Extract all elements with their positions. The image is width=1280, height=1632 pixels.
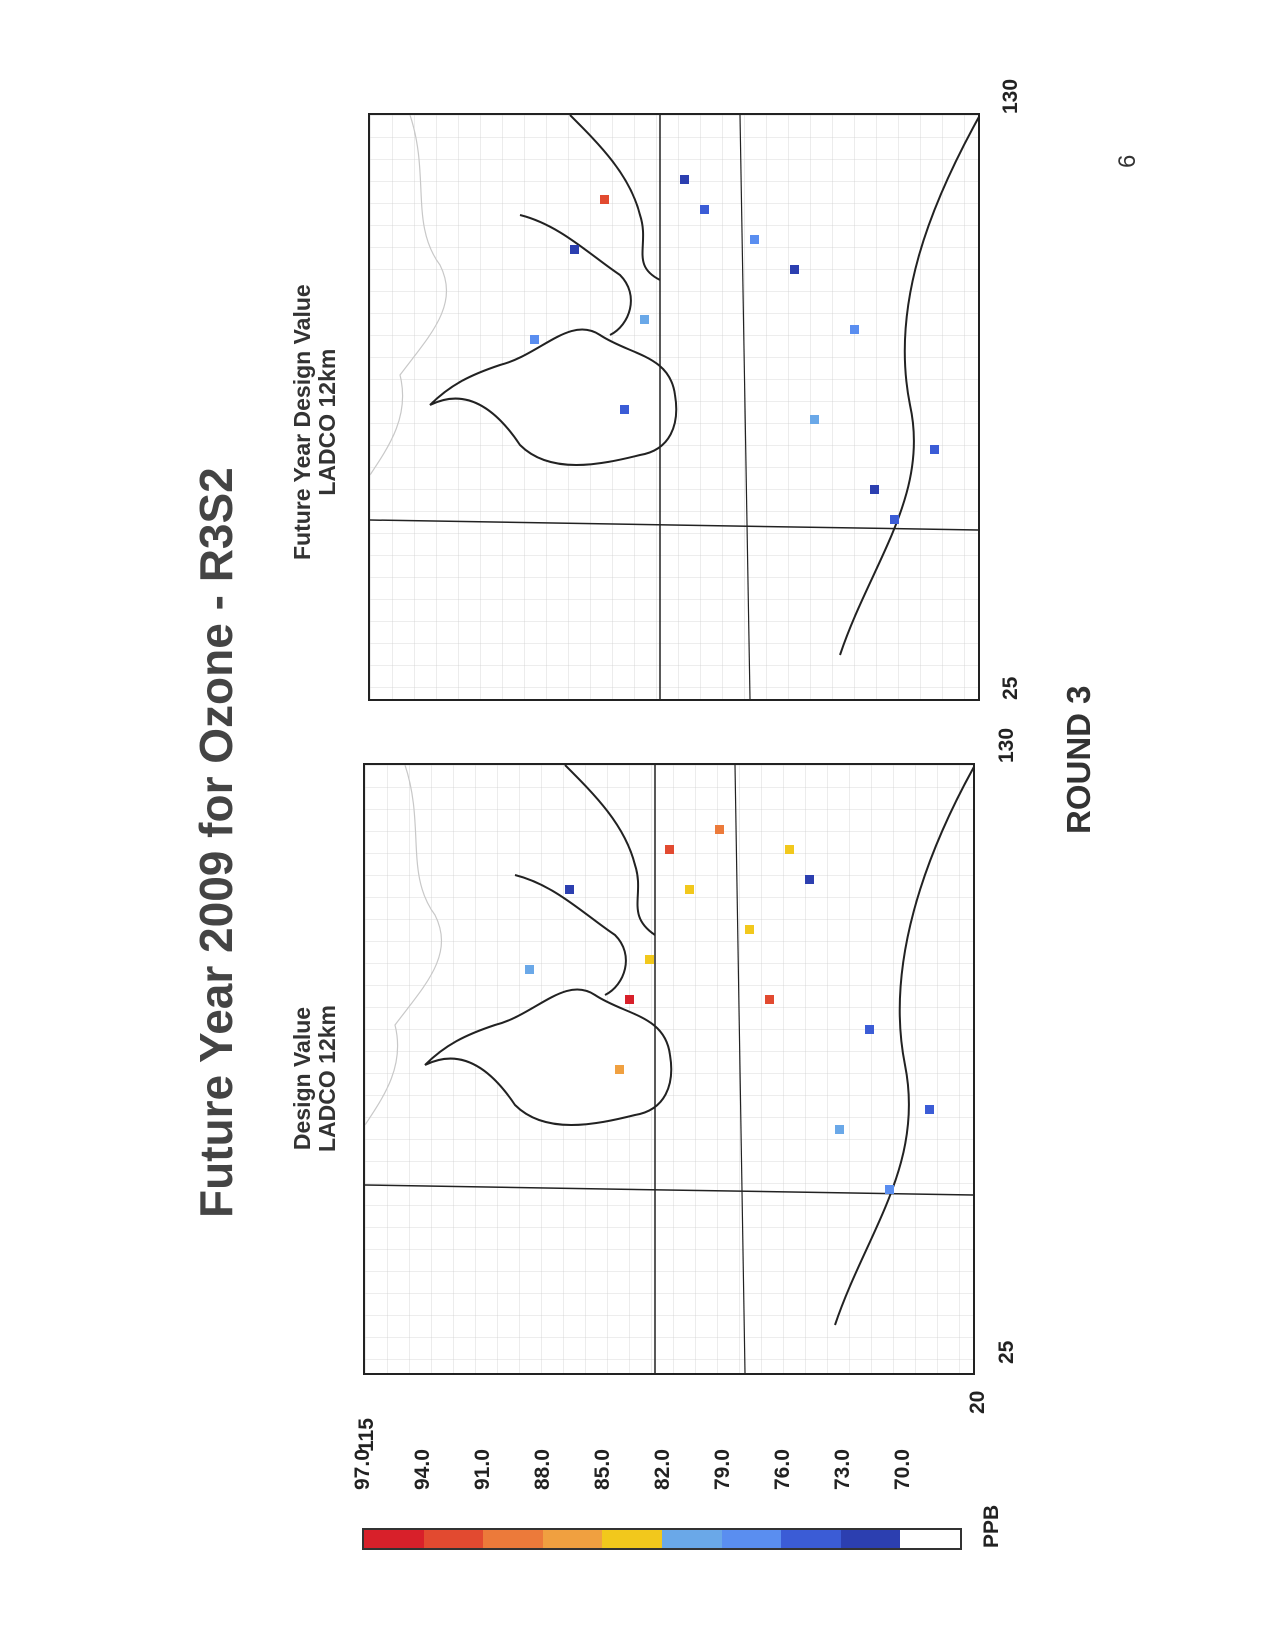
state-border-south (365, 1184, 973, 1196)
legend-label: 79.0 (711, 1449, 734, 1490)
legend-label: 76.0 (771, 1449, 794, 1490)
map-left-x-start: 25 (995, 1340, 1018, 1364)
map-left-title-line2: LADCO 12km (314, 1005, 340, 1152)
ozone-cells-right (530, 175, 939, 524)
legend-swatch (423, 1530, 484, 1548)
map-left-x-end: 130 (995, 727, 1018, 763)
map-right-panel (368, 113, 980, 701)
ozone-cells-left (525, 825, 934, 1194)
lake-superior-outline (370, 115, 448, 476)
legend-swatch (364, 1530, 424, 1548)
legend-color-bar (362, 1528, 962, 1550)
lake-erie-shore (569, 115, 661, 281)
state-border-west (739, 115, 751, 699)
map-left-title: Design Value LADCO 12km (289, 1005, 340, 1152)
map-right-svg (370, 115, 978, 699)
state-border-west (734, 765, 746, 1373)
legend-swatch (661, 1530, 722, 1548)
lake-michigan-shape (429, 328, 678, 466)
map-right-x-start: 25 (999, 676, 1022, 700)
lake-michigan-shape (424, 988, 673, 1126)
lake-superior-outline (365, 765, 443, 1126)
page-number: 6 (1114, 154, 1141, 168)
lake-erie-shore (564, 765, 656, 936)
round-label: ROUND 3 (1060, 685, 1097, 834)
legend-swatch (602, 1530, 662, 1548)
map-right-title-line2: LADCO 12km (314, 348, 340, 496)
legend-swatch (721, 1530, 782, 1548)
map-left-panel (363, 763, 975, 1375)
legend-label: 73.0 (831, 1449, 854, 1490)
map-left-y-start: 20 (966, 1390, 989, 1414)
legend-swatch (483, 1530, 543, 1548)
legend-label: 91.0 (471, 1449, 494, 1490)
state-border-south (370, 519, 978, 531)
legend-label: 85.0 (591, 1449, 614, 1490)
map-right-title: Future Year Design Value LADCO 12km (289, 284, 340, 560)
legend-swatch (781, 1530, 841, 1548)
legend-label: 88.0 (531, 1449, 554, 1490)
legend-unit: PPB (980, 1504, 1003, 1548)
map-right-title-line1: Future Year Design Value (289, 284, 315, 560)
legend-swatch (542, 1530, 603, 1548)
map-left-title-line1: Design Value (289, 1006, 315, 1151)
map-left-svg (365, 765, 973, 1373)
legend-label: 94.0 (411, 1449, 434, 1490)
lake-huron-shore (519, 214, 632, 336)
map-left-y-end: 115 (355, 1418, 378, 1452)
legend-label: 97.0 (351, 1449, 374, 1490)
legend-swatch (840, 1530, 901, 1548)
lake-huron-shore (514, 874, 627, 996)
legend-label: 82.0 (651, 1449, 674, 1490)
map-right-x-end: 130 (999, 78, 1022, 114)
legend-swatch (900, 1530, 960, 1548)
ohio-river (839, 116, 978, 656)
page-title: Future Year 2009 for Ozone - R3S2 (190, 467, 242, 1218)
ohio-river (834, 766, 973, 1326)
legend-label: 70.0 (891, 1449, 914, 1490)
